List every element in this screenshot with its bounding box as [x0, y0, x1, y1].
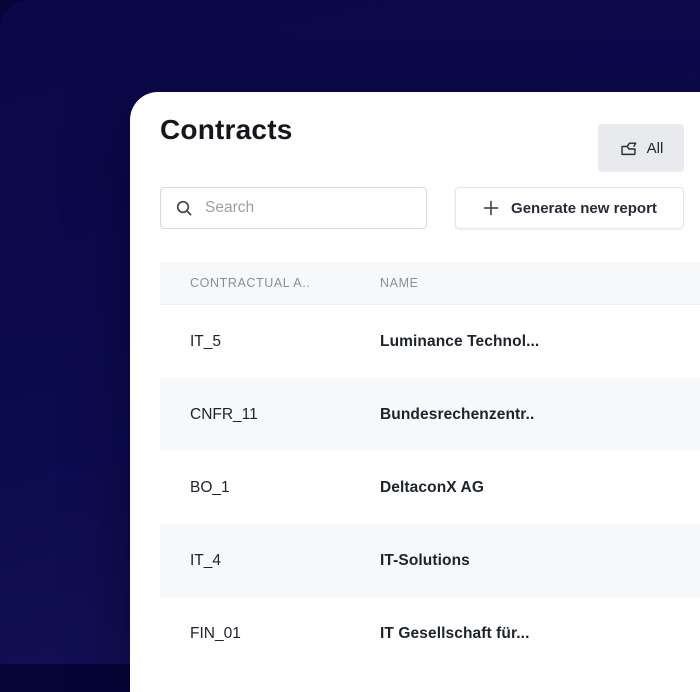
generate-report-label: Generate new report — [511, 200, 657, 217]
cell-name: IT Gesellschaft für... — [380, 625, 700, 643]
search-box — [160, 187, 427, 229]
cell-contractual-agreement: IT_5 — [190, 333, 380, 351]
generate-report-button[interactable]: Generate new report — [455, 187, 684, 229]
cell-contractual-agreement: BO_1 — [190, 479, 380, 497]
cell-name: Bundesrechenzentr.. — [380, 406, 700, 424]
cell-contractual-agreement: CNFR_11 — [190, 406, 380, 424]
table-row[interactable]: FIN_01 IT Gesellschaft für... — [160, 597, 700, 670]
cell-name: Luminance Technol... — [380, 333, 700, 351]
plus-icon — [482, 199, 500, 217]
table-row[interactable]: IT_4 IT-Solutions — [160, 524, 700, 597]
cell-contractual-agreement: FIN_01 — [190, 625, 380, 643]
table-row[interactable]: CNFR_11 Bundesrechenzentr.. — [160, 378, 700, 451]
search-icon — [175, 199, 193, 217]
page-title: Contracts — [160, 114, 293, 146]
cell-contractual-agreement: IT_4 — [190, 552, 380, 570]
cell-name: IT-Solutions — [380, 552, 700, 570]
column-header-name: NAME — [380, 276, 700, 290]
contracts-panel: Contracts All Generate new report — [130, 92, 700, 692]
filter-all-button[interactable]: All — [598, 124, 684, 172]
cell-name: DeltaconX AG — [380, 479, 700, 497]
table-row[interactable]: IT_5 Luminance Technol... — [160, 305, 700, 378]
column-header-contractual-agreement: CONTRACTUAL A.. — [190, 276, 380, 290]
table-body: IT_5 Luminance Technol... CNFR_11 Bundes… — [160, 305, 700, 670]
search-input[interactable] — [203, 198, 414, 218]
filter-all-label: All — [647, 140, 664, 157]
folder-open-icon — [619, 139, 638, 158]
table-header: CONTRACTUAL A.. NAME — [160, 262, 700, 305]
contracts-table: CONTRACTUAL A.. NAME IT_5 Luminance Tech… — [160, 262, 700, 670]
table-row[interactable]: BO_1 DeltaconX AG — [160, 451, 700, 524]
